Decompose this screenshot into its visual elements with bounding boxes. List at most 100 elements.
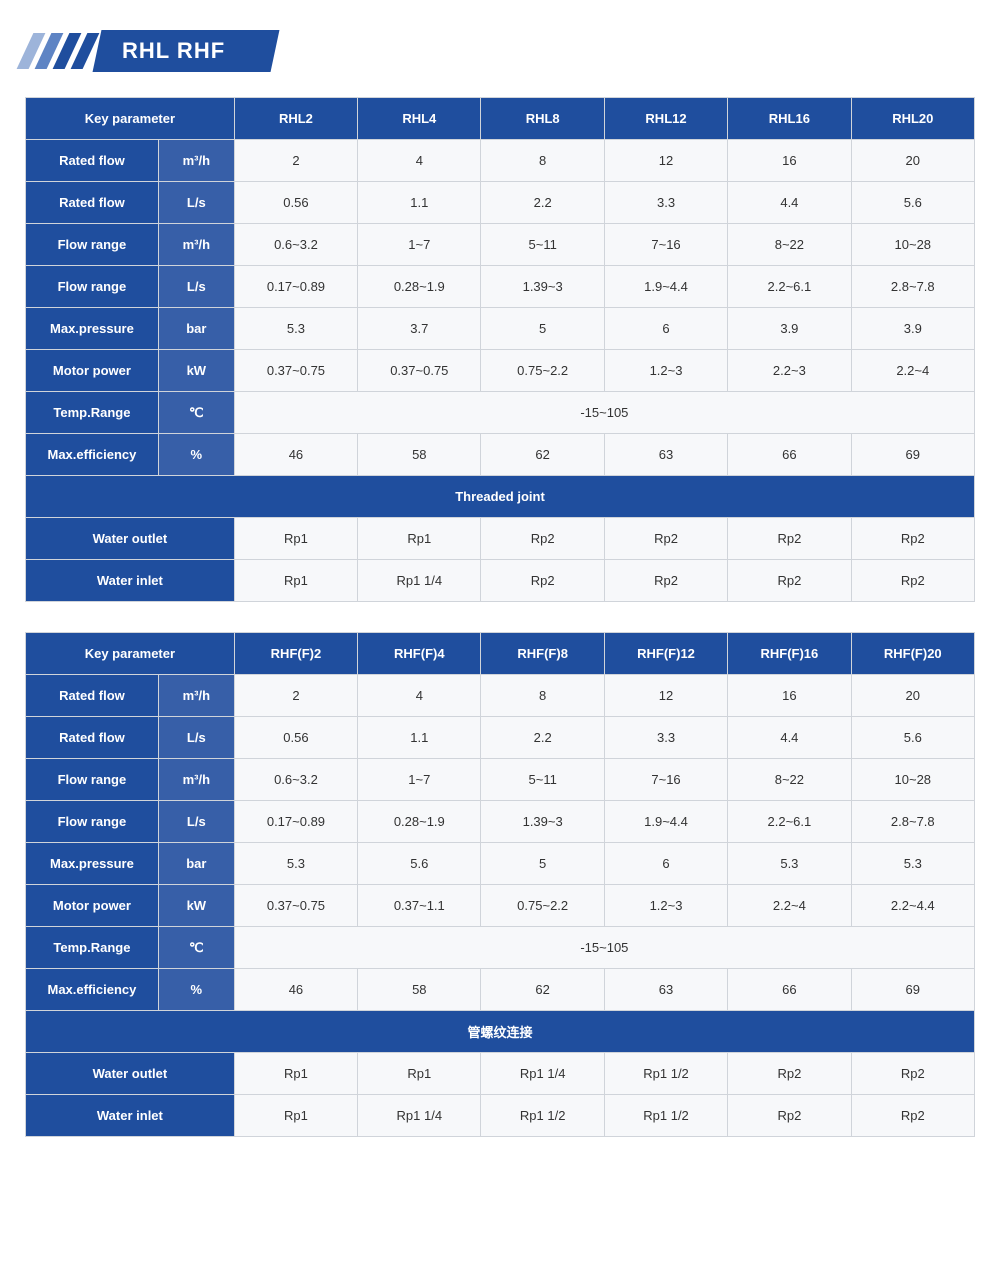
cell: 6	[604, 843, 727, 885]
row-label: Motor power	[26, 885, 159, 927]
cell: 2.2~4.4	[851, 885, 974, 927]
row-label: Max.pressure	[26, 843, 159, 885]
cell: 2	[234, 675, 357, 717]
cell: 66	[728, 434, 851, 476]
joint-header: Threaded joint	[26, 476, 975, 518]
cell: 2.2~4	[851, 350, 974, 392]
header-model: RHL12	[604, 98, 727, 140]
cell: 16	[728, 140, 851, 182]
header-model: RHF(F)8	[481, 633, 604, 675]
title-banner: RHL RHF	[25, 30, 975, 72]
cell: 3.3	[604, 182, 727, 224]
cell: Rp2	[851, 560, 974, 602]
header-model: RHL2	[234, 98, 357, 140]
row-label: Rated flow	[26, 717, 159, 759]
cell: 5.3	[728, 843, 851, 885]
cell: Rp1	[234, 518, 357, 560]
cell: Rp2	[851, 518, 974, 560]
cell: 2.2~6.1	[728, 801, 851, 843]
row-unit: L/s	[158, 801, 234, 843]
cell: 0.6~3.2	[234, 759, 357, 801]
cell: 20	[851, 140, 974, 182]
cell: 58	[358, 969, 481, 1011]
cell: 2.2	[481, 182, 604, 224]
cell: 5.6	[851, 182, 974, 224]
spec-table-0: Key parameterRHL2RHL4RHL8RHL12RHL16RHL20…	[25, 97, 975, 602]
cell: 8	[481, 675, 604, 717]
cell: 69	[851, 434, 974, 476]
cell: Rp1 1/2	[604, 1053, 727, 1095]
cell: 4	[358, 675, 481, 717]
cell: 46	[234, 434, 357, 476]
header-model: RHF(F)4	[358, 633, 481, 675]
cell: Rp1	[234, 560, 357, 602]
cell: Rp1 1/2	[604, 1095, 727, 1137]
cell: 69	[851, 969, 974, 1011]
cell: 0.17~0.89	[234, 266, 357, 308]
cell: 3.7	[358, 308, 481, 350]
cell: 5.3	[234, 308, 357, 350]
row-label: Motor power	[26, 350, 159, 392]
cell: Rp2	[604, 518, 727, 560]
header-model: RHF(F)2	[234, 633, 357, 675]
header-model: RHF(F)16	[728, 633, 851, 675]
joint-row-label: Water inlet	[26, 1095, 235, 1137]
cell: 2.2~4	[728, 885, 851, 927]
row-unit: ℃	[158, 927, 234, 969]
cell: 0.28~1.9	[358, 266, 481, 308]
cell: 5.3	[851, 843, 974, 885]
cell: 1.1	[358, 182, 481, 224]
cell: Rp1	[358, 518, 481, 560]
cell: 3.9	[851, 308, 974, 350]
row-unit: %	[158, 434, 234, 476]
cell: 0.17~0.89	[234, 801, 357, 843]
cell: 8~22	[728, 759, 851, 801]
joint-row-label: Water outlet	[26, 1053, 235, 1095]
row-unit: bar	[158, 843, 234, 885]
cell: 63	[604, 434, 727, 476]
cell: Rp1 1/4	[358, 1095, 481, 1137]
spec-table-1: Key parameterRHF(F)2RHF(F)4RHF(F)8RHF(F)…	[25, 632, 975, 1137]
cell: Rp1	[234, 1053, 357, 1095]
row-label: Flow range	[26, 266, 159, 308]
cell: Rp1 1/2	[481, 1095, 604, 1137]
row-unit: m³/h	[158, 759, 234, 801]
cell: 2.2~3	[728, 350, 851, 392]
cell: Rp1 1/4	[481, 1053, 604, 1095]
cell: 5.6	[851, 717, 974, 759]
row-unit: m³/h	[158, 675, 234, 717]
cell: 1.2~3	[604, 885, 727, 927]
cell: 2	[234, 140, 357, 182]
cell: Rp2	[481, 560, 604, 602]
cell: 2.2~6.1	[728, 266, 851, 308]
cell: 4.4	[728, 182, 851, 224]
cell: 4.4	[728, 717, 851, 759]
cell: Rp1 1/4	[358, 560, 481, 602]
row-label: Temp.Range	[26, 927, 159, 969]
cell: 5	[481, 843, 604, 885]
cell: 16	[728, 675, 851, 717]
cell: Rp2	[728, 560, 851, 602]
header-model: RHL16	[728, 98, 851, 140]
cell: 63	[604, 969, 727, 1011]
row-unit: bar	[158, 308, 234, 350]
row-label: Flow range	[26, 759, 159, 801]
cell-span: -15~105	[234, 927, 974, 969]
cell: 0.56	[234, 182, 357, 224]
row-unit: kW	[158, 350, 234, 392]
cell: 0.6~3.2	[234, 224, 357, 266]
header-model: RHF(F)12	[604, 633, 727, 675]
header-model: RHF(F)20	[851, 633, 974, 675]
cell: Rp1	[234, 1095, 357, 1137]
page-title: RHL RHF	[93, 30, 280, 72]
cell: Rp2	[481, 518, 604, 560]
cell: 0.37~0.75	[234, 350, 357, 392]
cell: 0.56	[234, 717, 357, 759]
row-label: Max.efficiency	[26, 969, 159, 1011]
cell: 2.8~7.8	[851, 801, 974, 843]
cell: 1.9~4.4	[604, 266, 727, 308]
cell: 20	[851, 675, 974, 717]
header-model: RHL4	[358, 98, 481, 140]
header-model: RHL8	[481, 98, 604, 140]
joint-row-label: Water outlet	[26, 518, 235, 560]
